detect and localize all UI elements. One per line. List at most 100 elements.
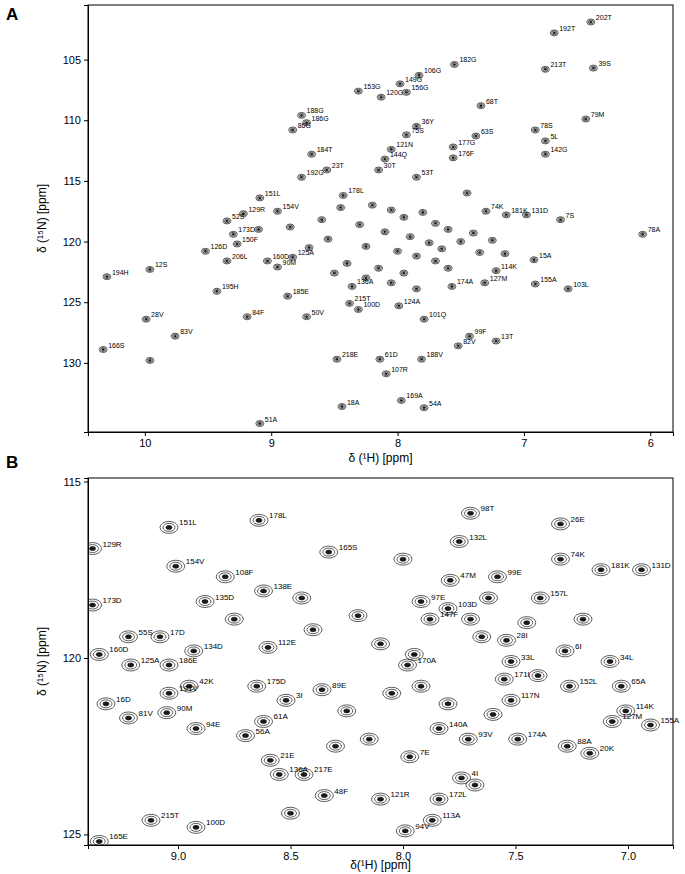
peak: [263, 258, 271, 264]
contour-ring: [149, 359, 152, 361]
contour-ring: [564, 682, 576, 690]
contour-ring: [543, 152, 548, 156]
peak-label: 106G: [424, 67, 441, 74]
contour-ring: [422, 211, 425, 213]
contour-ring: [158, 707, 176, 719]
contour-ring: [534, 283, 537, 285]
contour-ring: [356, 222, 364, 228]
peak-label: 113A: [442, 811, 461, 820]
peak: [400, 270, 408, 276]
contour-ring: [368, 202, 376, 208]
peak-label: 100D: [206, 818, 225, 827]
peak: [556, 645, 574, 657]
contour-ring: [333, 272, 336, 274]
tick-mark: [516, 845, 517, 849]
contour-ring: [147, 358, 152, 362]
contour-ring: [421, 317, 426, 321]
contour-ring: [415, 682, 427, 690]
contour-ring: [246, 316, 249, 318]
peak-label: 84F: [252, 309, 264, 316]
contour-ring: [452, 157, 455, 159]
contour-ring: [555, 520, 567, 528]
peak-label: 94V: [415, 822, 430, 831]
peak-label: 12S: [155, 261, 168, 268]
peak-label: 47M: [460, 571, 476, 580]
contour-ring: [502, 656, 520, 668]
contour-ring: [88, 599, 102, 611]
contour-ring: [463, 190, 471, 196]
contour-ring: [261, 754, 279, 766]
contour-ring: [457, 239, 465, 245]
peak: [457, 239, 465, 245]
contour-ring: [428, 242, 431, 244]
contour-ring: [90, 547, 96, 551]
contour-ring: [310, 628, 316, 632]
peak: [492, 338, 500, 344]
contour-ring: [452, 62, 457, 66]
contour-ring: [431, 220, 439, 226]
peak: [274, 208, 282, 214]
peak-label: 126D: [211, 243, 228, 250]
contour-ring: [515, 737, 521, 741]
peak-label: 33L: [521, 653, 535, 662]
peak: [381, 229, 389, 235]
tick-label: 115: [63, 476, 81, 488]
contour-ring: [462, 507, 480, 519]
contour-ring: [187, 723, 205, 735]
contour-ring: [645, 721, 657, 729]
contour-ring: [362, 243, 370, 249]
peak-label: 165E: [109, 832, 128, 841]
peak: [88, 599, 102, 611]
contour-ring: [253, 516, 265, 524]
peak: [289, 127, 297, 133]
contour-ring: [154, 633, 166, 641]
peak-label: 100D: [363, 301, 380, 308]
peak-label: 125A: [141, 656, 160, 665]
contour-ring: [462, 613, 480, 625]
panel-letter: A: [6, 5, 18, 24]
contour-ring: [125, 661, 137, 669]
contour-ring: [642, 719, 660, 731]
contour-ring: [438, 246, 446, 252]
contour-ring: [468, 617, 474, 621]
tick-label: 7: [521, 437, 527, 449]
peak: [339, 192, 347, 198]
contour-ring: [498, 634, 516, 646]
contour-ring: [483, 594, 495, 602]
peak: [420, 316, 428, 322]
contour-ring: [97, 698, 115, 710]
peak-label: 136A: [357, 278, 374, 285]
contour-ring: [216, 571, 234, 583]
contour-ring: [305, 316, 308, 318]
peak: [171, 333, 179, 339]
contour-ring: [377, 357, 382, 361]
contour-ring: [436, 797, 442, 801]
peak-label: 107R: [391, 366, 408, 373]
contour-ring: [494, 339, 499, 343]
peak-label: 134D: [204, 642, 223, 651]
peak-label: 129R: [103, 540, 122, 549]
contour-ring: [583, 117, 588, 121]
contour-ring: [521, 619, 533, 627]
contour-ring: [147, 267, 152, 271]
contour-ring: [383, 687, 401, 699]
peak: [99, 347, 107, 353]
contour-ring: [145, 318, 148, 320]
peak: [550, 30, 558, 36]
contour-ring: [280, 696, 292, 704]
contour-ring: [304, 624, 322, 636]
peak: [337, 205, 345, 211]
contour-ring: [495, 575, 501, 579]
peak-label: 169A: [406, 392, 423, 399]
contour-ring: [375, 640, 387, 648]
contour-ring: [274, 264, 282, 270]
tick-mark: [84, 482, 88, 483]
contour-ring: [604, 658, 616, 666]
peak-label: 86G: [298, 122, 311, 129]
x-axis: 109876: [89, 432, 674, 449]
tick-label: 10: [139, 437, 151, 449]
peak: [480, 592, 498, 604]
contour-ring: [289, 226, 292, 228]
peak: [484, 708, 502, 720]
contour-ring: [581, 747, 599, 759]
